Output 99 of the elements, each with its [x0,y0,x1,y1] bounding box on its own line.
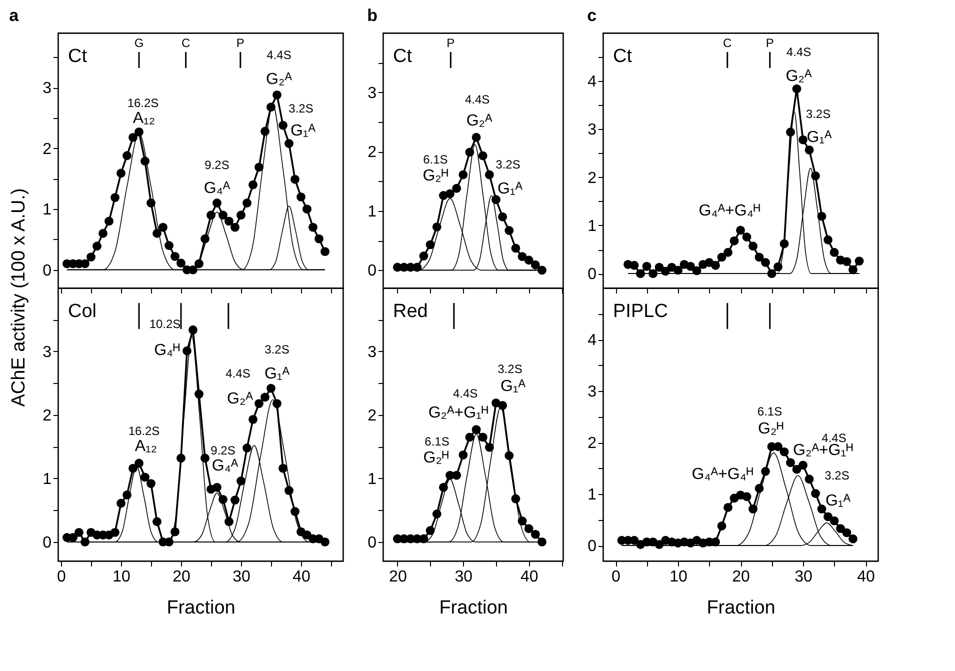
annotation: G₄ᴬ [204,180,231,197]
annotation: G₁ᴬ [500,378,526,395]
annotation: Ct [613,46,633,67]
annotation: G₂ᴬ [786,68,812,85]
y-tick-label: 3 [368,344,377,361]
annotation: Ct [68,46,88,67]
x-axis-title: Fraction [166,598,236,618]
y-tick-label: 0 [42,534,52,552]
ref-line-label: C [723,36,732,50]
annotation: 4.4S [452,386,478,401]
x-tick-label: 20 [389,568,407,586]
annotation: Ct [393,46,413,67]
annotation: 16.2S [128,424,160,438]
y-tick-label: 1 [368,470,377,488]
annotation: 4.4S [464,92,490,106]
annotation: G₂ᴬ+G₁ᴴ [428,404,488,422]
y-tick-label: 1 [42,202,52,219]
y-tick-label: 1 [368,203,377,220]
y-tick-label: 1 [588,486,597,504]
y-tick-label: 2 [368,407,377,424]
x-tick-label: 40 [857,568,875,586]
annotation: PIPLC [613,301,668,322]
ref-line-label: G [134,36,144,50]
ref-line-label: P [236,36,244,50]
y-axis-title: AChE activity (100 x A.U.) [8,188,30,407]
y-tick-label: 0 [368,534,377,552]
chart-title: b [367,6,378,25]
y-tick-label: 0 [42,262,52,280]
y-tick-label: 4 [588,332,597,350]
annotation: 10.2S [149,316,181,331]
annotation: G₁ᴬ [825,492,852,510]
ref-line-label: P [446,36,455,50]
x-tick-label: 40 [520,568,538,586]
annotation: G₂ᴴ [423,449,449,466]
x-tick-label: 40 [292,568,310,586]
annotation: 3.2S [806,106,831,121]
x-tick-label: 0 [612,568,621,586]
y-tick-label: 4 [588,74,597,91]
y-tick-label: 3 [588,384,597,401]
x-tick-label: 0 [57,568,66,586]
annotation: G₂ᴬ [266,70,293,88]
annotation: G₄ᴴ [154,342,180,359]
annotation: 16.2S [127,96,159,110]
annotation: G₂ᴬ [466,112,493,130]
y-tick-label: 3 [588,122,597,139]
annotation: 9.2S [204,158,230,172]
y-tick-label: 2 [588,170,597,187]
annotation: A₁₂ [134,438,158,456]
y-tick-label: 0 [368,262,377,280]
annotation: 9.2S [210,443,236,458]
annotation: 4.4S [266,48,292,62]
x-tick-label: 30 [454,568,473,586]
annotation: A₁₂ [132,110,156,127]
y-tick-label: 1 [42,470,52,488]
annotation: G₂ᴬ [227,390,254,408]
annotation: G₄ᴬ+G₄ᴴ [692,466,754,484]
annotation: G₁ᴬ [497,180,524,198]
annotation: 6.1S [423,152,448,166]
y-tick-label: 2 [42,407,52,424]
y-tick-label: 3 [42,80,52,98]
annotation: G₁ᴬ [264,365,290,382]
x-tick-label: 30 [232,568,250,586]
annotation: G₄ᴬ [212,457,239,474]
ref-line-label: P [766,36,774,50]
x-tick-label: 10 [670,568,688,586]
chart-title: c [587,6,597,25]
annotation: Red [393,301,428,322]
y-tick-label: 0 [588,266,597,284]
annotation: 3.2S [264,342,290,356]
annotation: 3.2S [496,158,520,172]
y-tick-label: 2 [588,435,597,452]
y-tick-label: 2 [368,144,377,162]
ref-line-label: C [181,36,190,50]
annotation: 4.4S [786,44,812,59]
annotation: 6.1S [757,404,782,419]
y-tick-label: 2 [42,140,52,158]
annotation: 4.4S [226,366,250,381]
x-tick-label: 20 [172,568,190,586]
annotation: G₄ᴬ+G₄ᴴ [698,202,760,220]
annotation: 6.1S [424,434,450,448]
x-tick-label: 30 [794,568,812,586]
annotation: G₁ᴬ [290,122,316,140]
annotation: G₂ᴴ [758,420,784,438]
x-axis-title: Fraction [706,598,776,618]
chart-title: a [9,6,20,25]
x-tick-label: 10 [112,568,130,586]
annotation: G₂ᴴ [422,167,448,184]
annotation: 3.2S [288,102,314,116]
y-tick-label: 3 [368,84,377,102]
annotation: G₂ᴬ+G₁ᴴ [793,442,854,460]
x-axis-title: Fraction [439,598,508,618]
y-tick-label: 1 [588,218,597,235]
annotation: 3.2S [498,362,522,376]
annotation: G₁ᴬ [806,128,833,146]
annotation: Col [68,301,97,322]
annotation: 3.2S [824,468,850,483]
y-tick-label: 0 [588,538,597,556]
y-tick-label: 3 [42,344,52,361]
x-tick-label: 20 [732,568,750,586]
